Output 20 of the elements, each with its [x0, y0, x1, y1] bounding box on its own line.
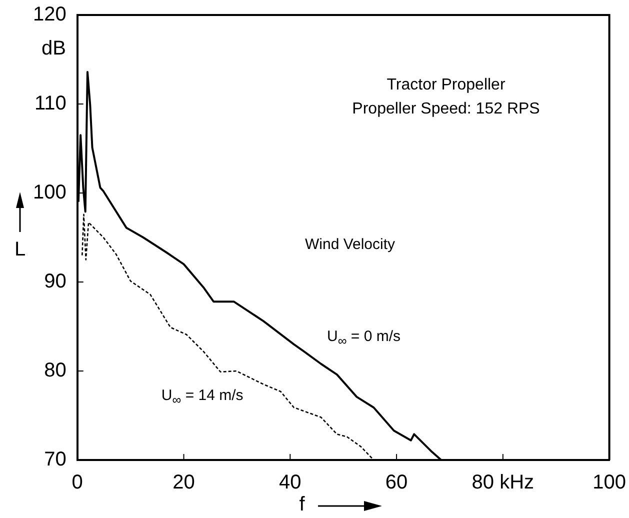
x-tick-label: 20 [172, 472, 195, 494]
text: dB [42, 38, 66, 60]
y-tick-label: 80 [44, 360, 66, 382]
y-tick-label: 70 [44, 448, 66, 471]
y-tick-label: 100 [32, 182, 66, 204]
x-tick-label: 0 [72, 472, 83, 494]
annotation: Wind Velocity [304, 236, 396, 254]
series-label: U$_{∞}$ = 14 m/s [161, 387, 244, 407]
annotation: Tractor Propeller [386, 76, 506, 94]
x-tick-label: 100 [592, 472, 626, 494]
series-label: U$_{∞}$ = 0 m/s [327, 328, 401, 348]
y-tick-label: 120 [32, 4, 66, 26]
x-tick-label: 80 kHz [472, 472, 534, 494]
x-tick-label: 60 [385, 472, 408, 494]
x-axis-title: f [299, 494, 306, 516]
x-tick-label: 40 [279, 472, 302, 494]
y-axis-title: L [14, 238, 26, 261]
annotation: Propeller Speed: 152 RPS [352, 100, 540, 118]
y-tick-label: 110 [34, 92, 66, 115]
y-tick-label: 90 [44, 270, 66, 293]
